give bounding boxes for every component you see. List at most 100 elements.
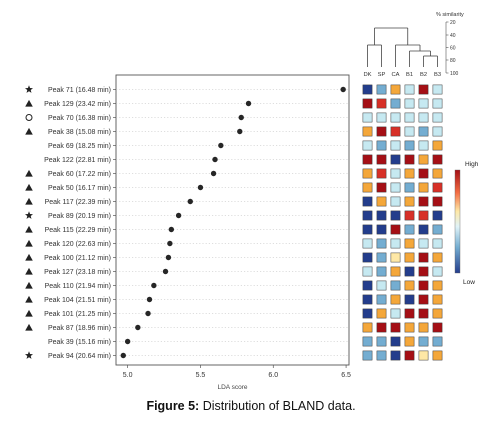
y-tick-label: Peak 122 (22.81 min) [44,157,111,164]
heatmap-cell [376,168,387,179]
heatmap-cell [432,98,443,109]
heatmap-cell [404,280,415,291]
heatmap-cell [362,294,373,305]
heatmap-cell [404,252,415,263]
colorbar-high-label: High [465,161,479,168]
heatmap-cell [404,238,415,249]
heatmap-cell [376,350,387,361]
heatmap-cell [404,294,415,305]
heatmap-cell [404,126,415,137]
heatmap-cell [376,112,387,123]
heatmap-cell [390,238,401,249]
heatmap-cell [376,336,387,347]
heatmap-cell [432,336,443,347]
heatmap-cell [418,350,429,361]
y-tick-label: Peak 70 (16.38 min) [48,115,111,122]
dendrogram-tick-label: 100 [450,71,459,77]
y-tick-label: Peak 38 (15.08 min) [48,129,111,136]
heatmap-cell [362,252,373,263]
heatmap-cell [432,252,443,263]
heatmap-column-label: DK [363,72,371,78]
triangle-marker [25,323,33,331]
heatmap-column-label: B1 [406,72,413,78]
y-tick-label: Peak 110 (21.94 min) [45,283,111,290]
heatmap-cell [376,280,387,291]
dendrogram-tick-label: 80 [450,58,456,64]
heatmap-cell [390,224,401,235]
heatmap-cell [362,126,373,137]
heatmap-cell [362,308,373,319]
y-tick-label: Peak 89 (20.19 min) [48,213,111,220]
heatmap-cell [390,140,401,151]
heatmap-cell [418,84,429,95]
heatmap-cell [390,308,401,319]
y-tick-label: Peak 60 (17.22 min) [48,171,111,178]
heatmap-cell [432,182,443,193]
heatmap-cell [390,154,401,165]
heatmap-cell [418,168,429,179]
heatmap-cell [362,98,373,109]
triangle-marker [25,295,33,303]
heatmap-cell [376,126,387,137]
heatmap-cell [432,84,443,95]
circle-marker [25,114,33,121]
data-point [245,100,252,107]
heatmap-cell [390,84,401,95]
heatmap-cell [362,224,373,235]
triangle-marker [25,197,33,205]
heatmap-cell [390,294,401,305]
data-point [238,114,244,121]
heatmap-cell [362,84,373,95]
heatmap-cell [390,182,401,193]
plot-area: Peak 71 (16.48 min) Peak 129 (23.42 min) P… [25,74,351,391]
heatmap-cell [390,252,401,263]
heatmap-cell [404,196,415,207]
dendrogram-tick-label: 20 [450,20,456,26]
heatmap-cell [418,140,429,151]
heatmap-cell [432,322,443,333]
heatmap-cell [390,196,401,207]
colorbar: High Low [454,161,479,286]
heatmap-cell [362,238,373,249]
x-tick-label: 5.5 [196,372,206,379]
triangle-marker [25,169,33,177]
heatmap-cell [376,224,387,235]
heatmap-cell [362,168,373,179]
data-point [162,268,169,275]
heatmap-column-label: SP [378,72,386,78]
triangle-marker [25,239,33,247]
data-point [168,226,175,233]
figure: Peak 71 (16.48 min) Peak 129 (23.42 min) P… [25,12,479,391]
triangle-marker [25,127,33,135]
y-tick-label: Peak 127 (23.18 min) [44,269,111,276]
heatmap-cell [432,126,443,137]
heatmap-cell [362,266,373,277]
heatmap-cell [418,238,429,249]
heatmap-cell [404,336,415,347]
heatmap-cell [362,280,373,291]
heatmap-cell [418,126,429,137]
triangle-marker [25,99,33,107]
plot-frame [115,74,350,366]
triangle-marker [25,267,33,275]
y-tick-label: Peak 117 (22.39 min) [45,199,111,206]
heatmap-cell [432,224,443,235]
heatmap-cell [376,308,387,319]
heatmap-cell [376,252,387,263]
heatmap-cell [362,210,373,221]
heatmap-cell [432,238,443,249]
data-point [151,282,157,289]
data-point [120,352,126,359]
figure-caption: Figure 5: Distribution of BLAND data. [0,399,502,413]
heatmap-cell [362,350,373,361]
heatmap-cell [418,210,429,221]
y-tick-label: Peak 69 (18.25 min) [48,143,111,150]
heatmap-cell [390,168,401,179]
heatmap-cell [432,140,443,151]
heatmap-cell [362,196,373,207]
heatmap-cell [376,140,387,151]
heatmap-cell [404,308,415,319]
data-point [212,156,218,163]
data-point [197,184,204,191]
x-tick-label: 5.0 [123,372,133,379]
